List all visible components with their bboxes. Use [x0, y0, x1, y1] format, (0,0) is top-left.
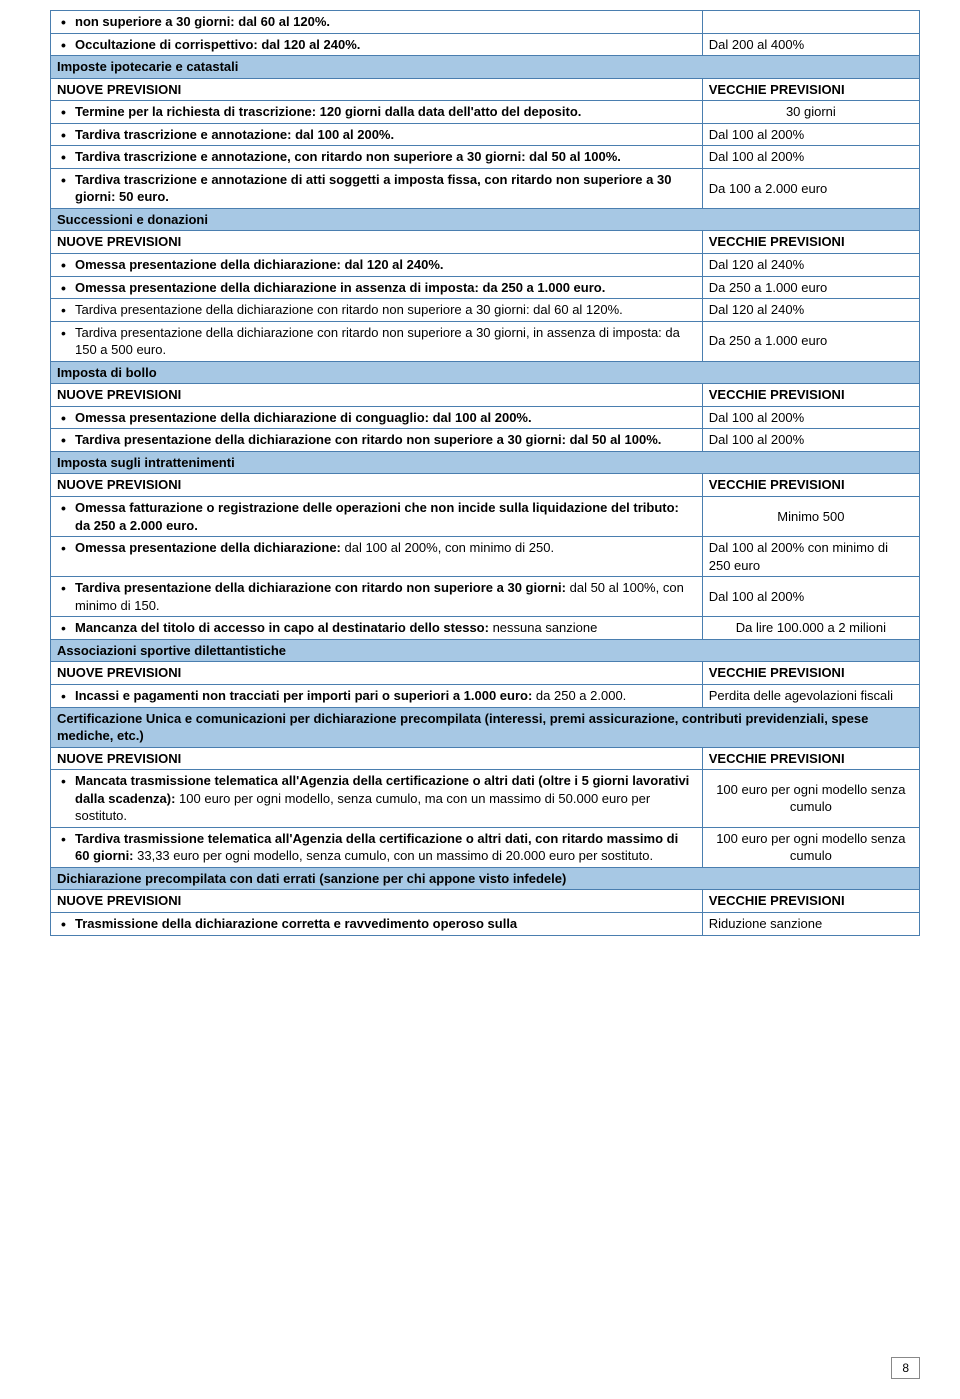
cell-text: Da 250 a 1.000 euro: [702, 321, 919, 361]
section-title: Dichiarazione precompilata con dati erra…: [51, 867, 920, 890]
table-row: Tardiva trascrizione e annotazione: dal …: [51, 123, 920, 146]
cell-text: 100 euro per ogni modello senza cumulo: [702, 827, 919, 867]
cell-text: Da 250 a 1.000 euro: [702, 276, 919, 299]
cell-text: Da 100 a 2.000 euro: [702, 168, 919, 208]
cell-text: Tardiva trascrizione e annotazione di at…: [57, 171, 696, 206]
section-header: Successioni e donazioni: [51, 208, 920, 231]
table-row: Mancanza del titolo di accesso in capo a…: [51, 617, 920, 640]
section-header: Certificazione Unica e comunicazioni per…: [51, 707, 920, 747]
cell-text: Dal 100 al 200% con minimo di 250 euro: [702, 537, 919, 577]
section-header: Imposte ipotecarie e catastali: [51, 56, 920, 79]
table-row: Tardiva presentazione della dichiarazion…: [51, 429, 920, 452]
cell-text: Dal 100 al 200%: [702, 146, 919, 169]
cell-text: Minimo 500: [702, 497, 919, 537]
cell-text: Omessa presentazione della dichiarazione…: [57, 256, 696, 274]
section-header: Dichiarazione precompilata con dati erra…: [51, 867, 920, 890]
col-header-vecchie: VECCHIE PREVISIONI: [702, 384, 919, 407]
section-title: Certificazione Unica e comunicazioni per…: [51, 707, 920, 747]
cell-text: Omessa presentazione della dichiarazione…: [57, 279, 696, 297]
col-header-vecchie: VECCHIE PREVISIONI: [702, 747, 919, 770]
page-number: 8: [891, 1357, 920, 1379]
table-row: Tardiva presentazione della dichiarazion…: [51, 577, 920, 617]
col-header-nuove: NUOVE PREVISIONI: [51, 662, 703, 685]
table-row: Omessa presentazione della dichiarazione…: [51, 406, 920, 429]
col-header-vecchie: VECCHIE PREVISIONI: [702, 890, 919, 913]
header-row: NUOVE PREVISIONI VECCHIE PREVISIONI: [51, 78, 920, 101]
table-row: Tardiva trascrizione e annotazione, con …: [51, 146, 920, 169]
table-row: Tardiva presentazione della dichiarazion…: [51, 321, 920, 361]
col-header-nuove: NUOVE PREVISIONI: [51, 474, 703, 497]
table-row: Incassi e pagamenti non tracciati per im…: [51, 684, 920, 707]
cell-text: Tardiva presentazione della dichiarazion…: [57, 324, 696, 359]
col-header-vecchie: VECCHIE PREVISIONI: [702, 231, 919, 254]
section-header: Imposta di bollo: [51, 361, 920, 384]
col-header-nuove: NUOVE PREVISIONI: [51, 747, 703, 770]
cell-text: Tardiva trascrizione e annotazione, con …: [57, 148, 696, 166]
section-header: Imposta sugli intrattenimenti: [51, 451, 920, 474]
cell-text: Mancata trasmissione telematica all'Agen…: [57, 772, 696, 825]
table-row: non superiore a 30 giorni: dal 60 al 120…: [51, 11, 920, 34]
cell-text: Incassi e pagamenti non tracciati per im…: [57, 687, 696, 705]
cell-text: Da lire 100.000 a 2 milioni: [702, 617, 919, 640]
cell-text: Dal 100 al 200%: [702, 406, 919, 429]
section-header: Associazioni sportive dilettantistiche: [51, 639, 920, 662]
col-header-nuove: NUOVE PREVISIONI: [51, 78, 703, 101]
cell-text: Tardiva trasmissione telematica all'Agen…: [57, 830, 696, 865]
cell-text: Mancanza del titolo di accesso in capo a…: [57, 619, 696, 637]
col-header-vecchie: VECCHIE PREVISIONI: [702, 474, 919, 497]
table-row: Omessa presentazione della dichiarazione…: [51, 254, 920, 277]
cell-text: Omessa presentazione della dichiarazione…: [57, 409, 696, 427]
cell-text: Omessa fatturazione o registrazione dell…: [57, 499, 696, 534]
section-title: Imposta di bollo: [51, 361, 920, 384]
header-row: NUOVE PREVISIONI VECCHIE PREVISIONI: [51, 890, 920, 913]
cell-text: Occultazione di corrispettivo: dal 120 a…: [57, 36, 696, 54]
table-row: Omessa presentazione della dichiarazione…: [51, 537, 920, 577]
cell-text: Dal 200 al 400%: [702, 33, 919, 56]
cell-text: Dal 120 al 240%: [702, 299, 919, 322]
cell-text: 100 euro per ogni modello senza cumulo: [702, 770, 919, 828]
table-row: Occultazione di corrispettivo: dal 120 a…: [51, 33, 920, 56]
col-header-nuove: NUOVE PREVISIONI: [51, 890, 703, 913]
table-row: Omessa fatturazione o registrazione dell…: [51, 497, 920, 537]
cell-text: Riduzione sanzione: [702, 912, 919, 935]
cell-text: Omessa presentazione della dichiarazione…: [57, 539, 696, 557]
cell-text: Tardiva presentazione della dichiarazion…: [57, 301, 696, 319]
header-row: NUOVE PREVISIONI VECCHIE PREVISIONI: [51, 747, 920, 770]
cell-text: Trasmissione della dichiarazione corrett…: [57, 915, 696, 933]
table-row: Tardiva presentazione della dichiarazion…: [51, 299, 920, 322]
section-title: Imposte ipotecarie e catastali: [51, 56, 920, 79]
cell-text: Dal 100 al 200%: [702, 577, 919, 617]
header-row: NUOVE PREVISIONI VECCHIE PREVISIONI: [51, 474, 920, 497]
col-header-vecchie: VECCHIE PREVISIONI: [702, 662, 919, 685]
cell-text: Tardiva presentazione della dichiarazion…: [57, 431, 696, 449]
section-title: Successioni e donazioni: [51, 208, 920, 231]
col-header-nuove: NUOVE PREVISIONI: [51, 231, 703, 254]
cell-text: Dal 120 al 240%: [702, 254, 919, 277]
table-row: Mancata trasmissione telematica all'Agen…: [51, 770, 920, 828]
header-row: NUOVE PREVISIONI VECCHIE PREVISIONI: [51, 231, 920, 254]
section-title: Associazioni sportive dilettantistiche: [51, 639, 920, 662]
cell-text: Termine per la richiesta di trascrizione…: [57, 103, 696, 121]
table-row: Trasmissione della dichiarazione corrett…: [51, 912, 920, 935]
table-row: Tardiva trascrizione e annotazione di at…: [51, 168, 920, 208]
cell-text: Perdita delle agevolazioni fiscali: [702, 684, 919, 707]
section-title: Imposta sugli intrattenimenti: [51, 451, 920, 474]
cell-text: 30 giorni: [702, 101, 919, 124]
sanctions-table: non superiore a 30 giorni: dal 60 al 120…: [50, 10, 920, 936]
cell-text: non superiore a 30 giorni: dal 60 al 120…: [57, 13, 696, 31]
col-header-nuove: NUOVE PREVISIONI: [51, 384, 703, 407]
cell-text: Tardiva trascrizione e annotazione: dal …: [57, 126, 696, 144]
table-row: Tardiva trasmissione telematica all'Agen…: [51, 827, 920, 867]
col-header-vecchie: VECCHIE PREVISIONI: [702, 78, 919, 101]
cell-text: Dal 100 al 200%: [702, 429, 919, 452]
header-row: NUOVE PREVISIONI VECCHIE PREVISIONI: [51, 662, 920, 685]
table-row: Omessa presentazione della dichiarazione…: [51, 276, 920, 299]
cell-text: Dal 100 al 200%: [702, 123, 919, 146]
header-row: NUOVE PREVISIONI VECCHIE PREVISIONI: [51, 384, 920, 407]
cell-text: Tardiva presentazione della dichiarazion…: [57, 579, 696, 614]
table-row: Termine per la richiesta di trascrizione…: [51, 101, 920, 124]
